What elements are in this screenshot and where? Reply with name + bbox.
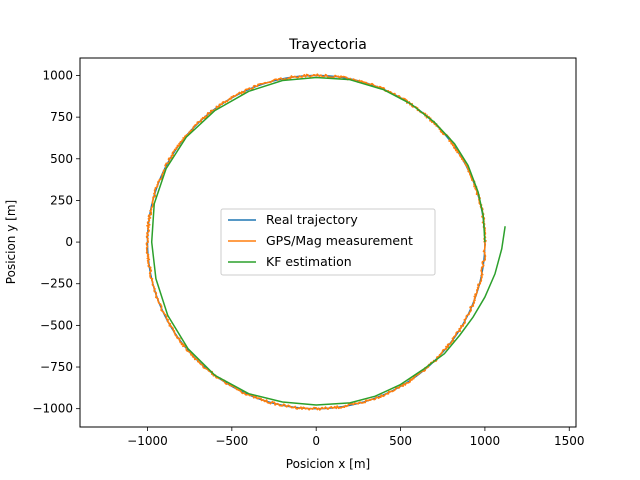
plot-area [145, 73, 506, 411]
y-tick-label: 250 [50, 193, 73, 207]
chart-title: Trayectoria [288, 37, 367, 53]
x-axis-label: Posicion x [m] [286, 457, 370, 471]
x-tick-label: −500 [215, 434, 248, 448]
y-tick-label: 0 [65, 235, 73, 249]
x-tick-label: −1000 [127, 434, 168, 448]
legend-label-gps: GPS/Mag measurement [266, 233, 413, 248]
legend-label-real: Real trajectory [266, 212, 358, 227]
legend-label-kf: KF estimation [266, 254, 352, 269]
x-tick-label: 1500 [554, 434, 585, 448]
y-tick-label: 500 [50, 152, 73, 166]
legend-box [220, 208, 436, 276]
series-line-kf-estimation [150, 76, 506, 406]
y-tick-label: −750 [40, 360, 73, 374]
y-tick-label: 1000 [42, 68, 73, 82]
y-tick-label: −1000 [32, 402, 73, 416]
x-tick-label: 1000 [470, 434, 501, 448]
axis-ticks: −1000 −500 0 500 1000 1500 −1000 −750 −500 −250 0 2… [32, 68, 584, 448]
legend: Real trajectory GPS/Mag measurement KF e… [220, 208, 436, 276]
y-tick-label: −250 [40, 277, 73, 291]
axes-frame [79, 57, 577, 428]
y-tick-label: −500 [40, 318, 73, 332]
x-tick-label: 0 [312, 434, 320, 448]
y-tick-label: 750 [50, 110, 73, 124]
y-axis-label: Posicion y [m] [4, 200, 18, 284]
x-tick-label: 500 [389, 434, 412, 448]
